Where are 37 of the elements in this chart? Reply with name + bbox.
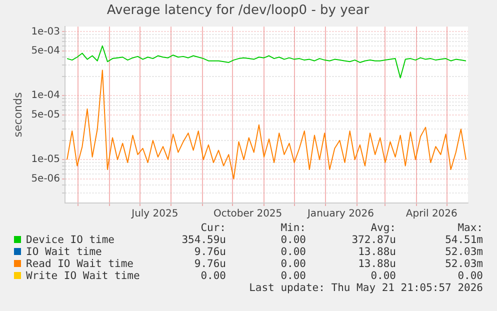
text: 0.00 bbox=[280, 258, 306, 270]
y-tick-label: 5e-05 bbox=[31, 110, 60, 121]
y-tick-label: 1e-05 bbox=[31, 154, 60, 166]
legend-label: Read IO Wait time bbox=[26, 258, 134, 270]
x-tick-label: October 2025 bbox=[214, 208, 282, 220]
text: 0.00 bbox=[370, 270, 396, 282]
text: Cur: bbox=[200, 222, 226, 234]
chart-title: Average latency for /dev/loop0 - by year bbox=[106, 3, 370, 18]
x-tick-label: January 2026 bbox=[306, 208, 374, 220]
y-tick-label: 5e-06 bbox=[31, 173, 60, 184]
x-tick-label: July 2025 bbox=[130, 208, 178, 220]
text: Min: bbox=[280, 222, 306, 234]
text: 354.59u bbox=[180, 234, 226, 246]
text: 13.88u bbox=[357, 246, 396, 258]
text: 13.88u bbox=[357, 258, 396, 270]
x-tick-label: April 2026 bbox=[406, 208, 458, 220]
text: Max: bbox=[458, 222, 483, 234]
text: 0.00 bbox=[280, 246, 306, 258]
text: 52.03m bbox=[445, 246, 483, 258]
y-axis-title: seconds bbox=[11, 92, 24, 138]
text: 54.51m bbox=[445, 234, 483, 246]
text: 0.00 bbox=[200, 270, 226, 282]
legend-label: Device IO time bbox=[26, 234, 115, 246]
text: 0.00 bbox=[280, 234, 306, 246]
text: 9.76u bbox=[193, 246, 226, 258]
text: 372.87u bbox=[350, 234, 396, 246]
text: 0.00 bbox=[458, 270, 483, 282]
text: Last update: Thu May 21 21:05:57 2026 bbox=[249, 282, 483, 294]
y-tick-label: 1e-04 bbox=[31, 90, 60, 102]
legend-label: Write IO Wait time bbox=[26, 270, 140, 282]
text: 52.03m bbox=[445, 258, 483, 270]
text: 9.76u bbox=[193, 258, 226, 270]
y-tick-label: 5e-04 bbox=[31, 46, 60, 57]
y-tick-label: 1e-03 bbox=[31, 26, 60, 38]
text: Avg: bbox=[370, 222, 396, 234]
legend-label: IO Wait time bbox=[26, 246, 102, 258]
text: 0.00 bbox=[280, 270, 306, 282]
